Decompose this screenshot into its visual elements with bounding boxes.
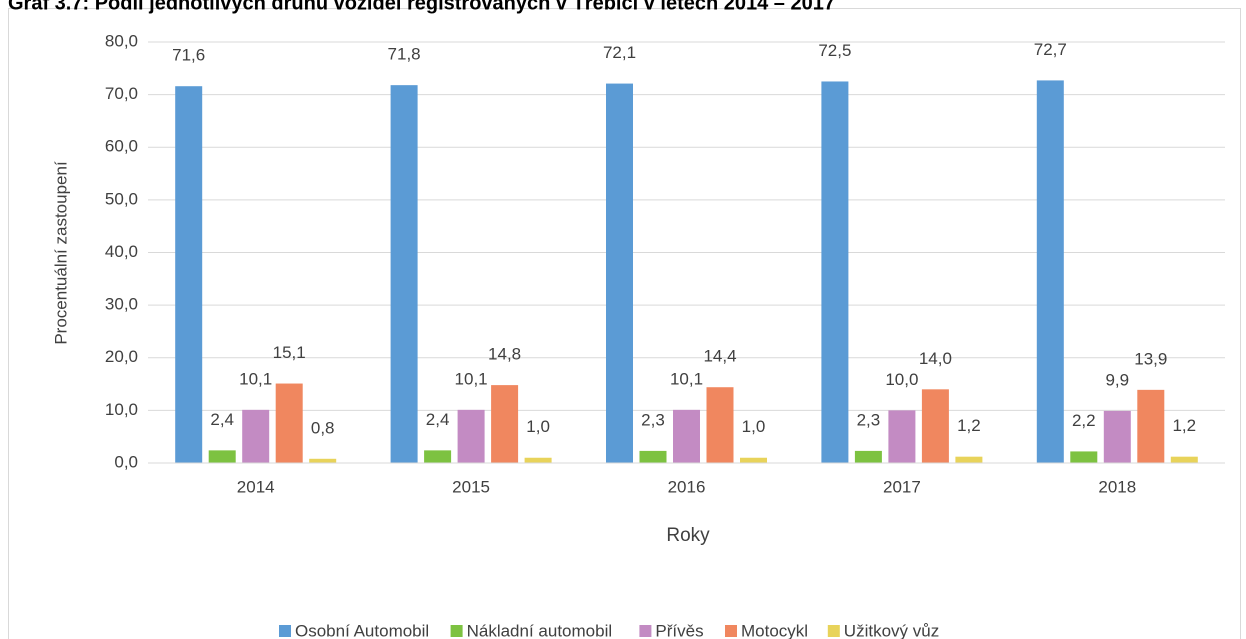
data-label: 2,3 xyxy=(857,410,881,429)
y-tick-label: 50,0 xyxy=(105,189,138,208)
bar xyxy=(309,458,337,463)
legend-swatch xyxy=(450,625,463,637)
data-label: 1,0 xyxy=(742,417,766,436)
bar xyxy=(854,450,882,463)
legend-swatch xyxy=(279,625,291,637)
x-tick-label: 2015 xyxy=(452,477,490,496)
bar xyxy=(1070,451,1098,463)
y-tick-label: 40,0 xyxy=(105,242,138,261)
chart-title: Graf 3.7: Podíl jednotlivých druhů vozid… xyxy=(8,0,835,14)
bar xyxy=(1137,389,1165,463)
legend-swatch xyxy=(725,625,737,637)
x-tick-label: 2014 xyxy=(237,477,275,496)
y-tick-label: 30,0 xyxy=(105,295,138,314)
y-tick-label: 60,0 xyxy=(105,137,138,156)
data-label: 72,1 xyxy=(603,43,636,62)
bar xyxy=(955,456,983,463)
y-tick-label: 80,0 xyxy=(105,31,138,50)
bar xyxy=(1170,456,1198,463)
data-label: 10,1 xyxy=(239,369,272,388)
data-label: 72,5 xyxy=(818,41,851,60)
data-label: 2,2 xyxy=(1072,411,1096,430)
bar xyxy=(921,389,949,463)
data-label: 14,8 xyxy=(488,345,521,364)
data-label: 1,0 xyxy=(526,417,550,436)
bar xyxy=(457,409,485,463)
bar xyxy=(639,450,667,463)
bar xyxy=(821,81,849,463)
data-label: 14,0 xyxy=(919,349,952,368)
legend-label: Motocykl xyxy=(741,621,808,639)
x-axis-title: Roky xyxy=(666,525,710,546)
bar xyxy=(175,86,203,463)
data-label: 14,4 xyxy=(703,347,736,366)
legend-swatch xyxy=(827,625,840,637)
bar xyxy=(242,409,270,463)
data-label: 13,9 xyxy=(1134,349,1167,368)
y-tick-label: 10,0 xyxy=(105,400,138,419)
data-label: 2,3 xyxy=(641,410,665,429)
data-label: 0,8 xyxy=(311,418,335,437)
bar xyxy=(275,383,303,463)
bar xyxy=(208,450,236,463)
bar xyxy=(740,457,767,463)
data-label: 15,1 xyxy=(273,343,306,362)
bar xyxy=(491,385,519,463)
legend-label: Přívěs xyxy=(655,621,703,639)
bar xyxy=(390,85,418,463)
legend-label: Osobní Automobil xyxy=(295,621,429,639)
x-tick-label: 2017 xyxy=(883,477,921,496)
bar xyxy=(1036,80,1064,463)
legend-swatch xyxy=(639,625,652,637)
y-axis-title: Procentuální zastoupení xyxy=(51,161,70,345)
y-tick-label: 0,0 xyxy=(114,452,138,471)
legend-label: Užitkový vůz xyxy=(844,621,939,639)
data-label: 10,1 xyxy=(670,369,703,388)
x-tick-label: 2016 xyxy=(668,477,706,496)
data-label: 1,2 xyxy=(957,416,981,435)
data-label: 1,2 xyxy=(1172,416,1196,435)
y-tick-label: 70,0 xyxy=(105,84,138,103)
bar xyxy=(606,83,633,463)
data-label: 72,7 xyxy=(1034,40,1067,59)
data-label: 10,1 xyxy=(455,369,488,388)
bar xyxy=(424,450,452,463)
legend-label: Nákladní automobil xyxy=(467,621,613,639)
bar xyxy=(706,387,734,463)
data-label: 71,6 xyxy=(172,46,205,65)
data-label: 71,8 xyxy=(388,45,421,64)
bar xyxy=(673,409,700,463)
data-label: 9,9 xyxy=(1105,370,1129,389)
data-label: 10,0 xyxy=(885,370,918,389)
y-tick-label: 20,0 xyxy=(105,347,138,366)
data-label: 2,4 xyxy=(210,410,234,429)
bar xyxy=(1103,410,1131,463)
bar xyxy=(524,457,552,463)
bar xyxy=(888,410,916,463)
x-tick-label: 2018 xyxy=(1098,477,1136,496)
data-label: 2,4 xyxy=(426,410,450,429)
